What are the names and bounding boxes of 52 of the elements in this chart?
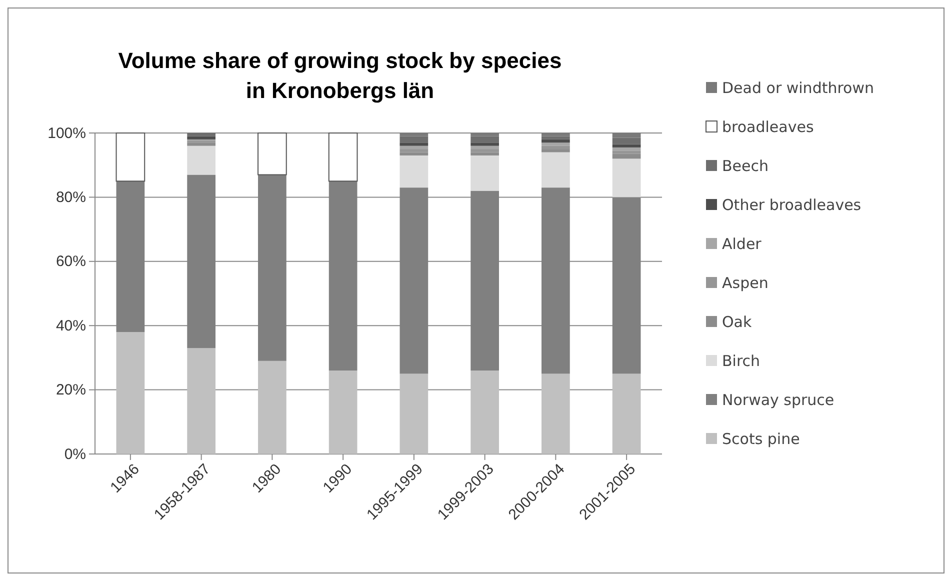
bar (400, 155, 428, 188)
bar (542, 152, 570, 188)
bar (542, 149, 570, 152)
bar (542, 136, 570, 140)
bar (612, 374, 641, 454)
y-tick-label: 100% (48, 124, 86, 142)
chart-title: Volume share of growing stock by species in Kronobergs län (118, 48, 562, 103)
y-tick-label: 20% (56, 382, 86, 399)
legend-label: broadleaves (722, 118, 814, 136)
bar (187, 348, 216, 454)
bar (187, 146, 216, 175)
legend-label: Oak (722, 313, 752, 331)
bar (542, 139, 570, 143)
bar (187, 136, 216, 140)
bar (542, 374, 570, 454)
bar (470, 152, 499, 156)
legend-label: Aspen (722, 274, 768, 292)
bar (400, 136, 428, 143)
bar (542, 133, 570, 136)
legend-label: Birch (722, 352, 760, 370)
bar (258, 360, 286, 454)
legend-label: Dead or windthrown (722, 79, 874, 97)
bar (470, 146, 499, 150)
bar (187, 142, 216, 146)
legend-label: Beech (722, 157, 769, 175)
bar (612, 144, 641, 148)
bar (470, 142, 499, 146)
legend-label: Scots pine (722, 430, 800, 448)
bar (400, 374, 428, 454)
bar (258, 132, 287, 176)
bar (612, 158, 641, 198)
bar (116, 132, 146, 182)
bar (612, 147, 641, 151)
bar (400, 142, 428, 146)
bar (470, 136, 499, 143)
bar (612, 154, 641, 159)
bar (328, 370, 358, 454)
bar (470, 370, 499, 454)
legend-label: Other broadleaves (722, 196, 862, 214)
bar (400, 152, 428, 156)
y-tick-label: 0% (64, 446, 86, 463)
y-tick-label: 60% (56, 253, 86, 270)
legend-label: Norway spruce (722, 391, 834, 409)
legend-label: Alder (722, 235, 762, 253)
bar (470, 155, 499, 191)
bar (116, 332, 145, 454)
bar (400, 146, 428, 150)
bar (328, 132, 358, 182)
bar (187, 133, 216, 136)
y-tick-label: 80% (56, 189, 86, 206)
y-tick-label: 40% (56, 317, 86, 334)
bar (542, 142, 570, 146)
